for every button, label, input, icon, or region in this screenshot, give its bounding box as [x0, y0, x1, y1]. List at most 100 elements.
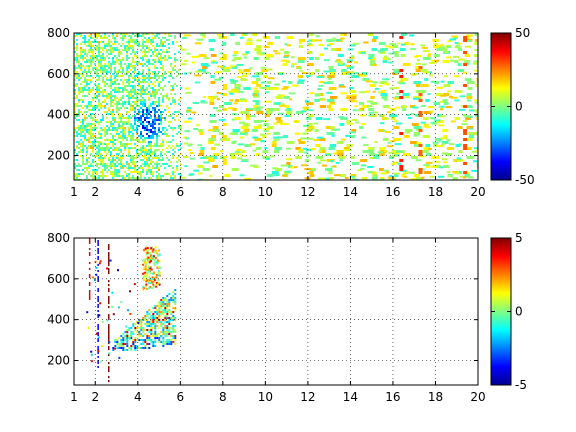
heatmap-cell	[130, 347, 133, 349]
heatmap-cell	[156, 117, 158, 119]
heatmap-cell	[164, 163, 166, 165]
heatmap-cell	[96, 41, 98, 43]
heatmap-cell	[112, 173, 114, 175]
y-tick-label: 200	[47, 149, 70, 163]
heatmap-cell	[162, 305, 165, 307]
heatmap-cell	[108, 244, 110, 247]
heatmap-cell	[266, 174, 274, 177]
heatmap-cell	[150, 125, 152, 127]
heatmap-cell	[106, 139, 108, 141]
heatmap-cell	[154, 111, 156, 113]
heatmap-cell	[136, 91, 138, 93]
heatmap-cell	[329, 126, 335, 129]
heatmap-cell	[96, 59, 98, 61]
heatmap-cell	[100, 171, 102, 173]
heatmap-cell	[112, 159, 114, 161]
heatmap-cell	[124, 349, 127, 351]
heatmap-cell	[84, 35, 86, 37]
heatmap-cell	[146, 61, 148, 63]
heatmap-cell	[142, 79, 144, 81]
heatmap-cell	[120, 339, 123, 341]
heatmap-cell	[150, 311, 153, 313]
heatmap-cell	[251, 129, 258, 132]
heatmap-cell	[142, 103, 144, 105]
heatmap-cell	[316, 76, 324, 78]
heatmap-cell	[110, 171, 112, 173]
heatmap-cell	[86, 147, 88, 149]
heatmap-cell	[78, 87, 80, 89]
heatmap-cell	[142, 109, 144, 111]
heatmap-cell	[326, 132, 335, 135]
heatmap-cell	[389, 175, 393, 177]
heatmap-cell	[281, 87, 288, 90]
heatmap-cell	[162, 97, 164, 99]
heatmap-cell	[146, 163, 148, 165]
heatmap-cell	[438, 105, 442, 108]
heatmap-cell	[174, 111, 176, 113]
heatmap-cell	[142, 45, 144, 47]
heatmap-cell	[112, 137, 114, 139]
heatmap-cell	[458, 58, 465, 61]
heatmap-cell	[74, 167, 76, 169]
heatmap-cell	[198, 69, 206, 72]
heatmap-cell	[424, 78, 429, 81]
heatmap-cell	[142, 57, 144, 59]
heatmap-cell	[159, 266, 161, 269]
heatmap-cell	[112, 35, 114, 37]
heatmap-cell	[463, 138, 468, 141]
heatmap-cell	[120, 33, 122, 35]
heatmap-cell	[164, 343, 167, 345]
heatmap-cell	[96, 141, 98, 143]
heatmap-cell	[267, 68, 273, 71]
heatmap-cell	[126, 67, 128, 69]
heatmap-cell	[459, 108, 466, 111]
heatmap-cell	[215, 71, 222, 74]
heatmap-cell	[158, 301, 161, 303]
heatmap-cell	[328, 147, 335, 150]
heatmap-cell	[154, 337, 157, 339]
heatmap-cell	[98, 145, 100, 147]
heatmap-cell	[126, 339, 129, 341]
heatmap-cell	[150, 259, 153, 262]
heatmap-cell	[168, 51, 170, 53]
heatmap-cell	[90, 101, 92, 103]
heatmap-cell	[112, 347, 115, 349]
heatmap-cell	[136, 137, 138, 139]
heatmap-cell	[84, 89, 86, 91]
heatmap-cell	[140, 111, 142, 113]
heatmap-cell	[128, 329, 131, 331]
heatmap-cell	[164, 119, 166, 121]
heatmap-cell	[396, 122, 403, 125]
heatmap-cell	[160, 305, 163, 307]
heatmap-cell	[132, 135, 134, 137]
heatmap-cell	[134, 115, 136, 117]
heatmap-cell	[463, 84, 468, 87]
heatmap-cell	[130, 93, 132, 95]
heatmap-cell	[162, 319, 165, 321]
heatmap-cell	[162, 89, 164, 91]
heatmap-cell	[132, 345, 135, 347]
heatmap-cell	[116, 111, 118, 113]
heatmap-cell	[124, 121, 126, 123]
heatmap-cell	[118, 91, 120, 93]
heatmap-cell	[154, 167, 156, 169]
heatmap-cell	[194, 74, 202, 77]
heatmap-cell	[231, 132, 239, 135]
heatmap-cell	[138, 41, 140, 43]
heatmap-cell	[120, 151, 122, 153]
heatmap-cell	[256, 51, 262, 54]
heatmap-cell	[136, 41, 138, 43]
heatmap-cell	[162, 141, 164, 143]
heatmap-cell	[152, 323, 155, 325]
heatmap-cell	[88, 91, 90, 93]
heatmap-cell	[92, 119, 94, 121]
heatmap-cell	[92, 133, 94, 135]
heatmap-cell	[108, 248, 110, 251]
heatmap-cell	[473, 60, 478, 63]
heatmap-cell	[142, 63, 144, 65]
heatmap-cell	[100, 155, 102, 157]
heatmap-cell	[130, 165, 132, 167]
heatmap-cell	[144, 93, 146, 95]
heatmap-cell	[476, 81, 478, 84]
heatmap-cell	[142, 33, 144, 35]
